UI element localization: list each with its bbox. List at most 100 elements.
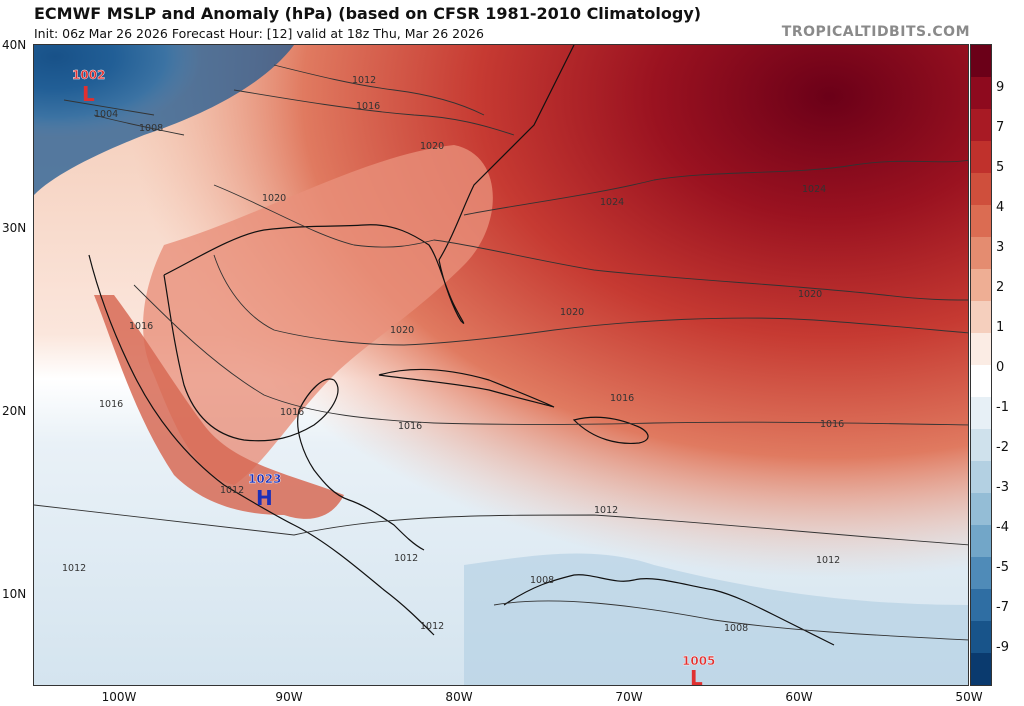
colorbar-label: -7 [996, 600, 1009, 615]
lon-label-50w: 50W [955, 690, 983, 704]
cuba-coastline [378, 368, 555, 408]
isobar-1020-gulf [213, 254, 968, 346]
isobar-label: 1012 [62, 563, 86, 574]
isobar-label: 1020 [420, 141, 444, 152]
colorbar-swatch [971, 461, 991, 494]
colorbar-swatches [971, 45, 991, 686]
colorbar-label: -4 [996, 520, 1009, 535]
colorbar-swatch [971, 589, 991, 622]
colorbar-swatch [971, 365, 991, 398]
isobar-label: 1012 [594, 505, 618, 516]
map-subtitle: Init: 06z Mar 26 2026 Forecast Hour: [12… [34, 26, 484, 41]
isobar-1024 [463, 159, 968, 216]
colorbar-label: -3 [996, 480, 1009, 495]
colorbar-swatch [971, 45, 991, 78]
isobar-label: 1008 [139, 123, 163, 134]
colorbar-label: -5 [996, 560, 1009, 575]
colorbar-label: -2 [996, 440, 1009, 455]
isobar-label: 1024 [802, 184, 826, 195]
isobar-label: 1020 [390, 325, 414, 336]
colorbar-label: 7 [996, 120, 1005, 135]
credit-watermark: TROPICALTIDBITS.COM [781, 24, 970, 40]
isobar-label: 1008 [530, 575, 554, 586]
isobar-1004 [63, 99, 155, 116]
colorbar-swatch [971, 525, 991, 558]
isobar-label: 1012 [394, 553, 418, 564]
colorbar-swatch [971, 557, 991, 590]
colorbar-swatch [971, 429, 991, 462]
colorbar-swatch [971, 653, 991, 686]
colorbar-swatch [971, 269, 991, 302]
colorbar-label: -9 [996, 640, 1009, 655]
high-pressure-center[interactable]: 1023 H [248, 472, 282, 510]
low-pressure-letter: L [690, 666, 703, 686]
isobar-label: 1016 [356, 101, 380, 112]
map-canvas: 1004 1008 1012 1016 1020 1020 1024 1024 … [34, 45, 968, 686]
isobar-label: 1016 [280, 407, 304, 418]
colorbar-label: 3 [996, 240, 1005, 255]
colorbar-label: 0 [996, 360, 1005, 375]
isobar-1012-north [273, 64, 485, 116]
colorbar-swatch [971, 493, 991, 526]
us-gulf-coastline [163, 45, 575, 324]
low-pressure-value: 1005 [682, 654, 715, 668]
isobar-label: 1016 [820, 419, 844, 430]
isobar-1016-north [233, 89, 515, 136]
lon-label-70w: 70W [615, 690, 643, 704]
colorbar-swatch [971, 237, 991, 270]
lat-label-10n: 10N [2, 587, 27, 601]
pacific-coastline [88, 254, 435, 636]
lat-label-20n: 20N [2, 404, 27, 418]
low-pressure-value: 1002 [72, 68, 105, 82]
isobar-label: 1012 [816, 555, 840, 566]
south-america-coastline [503, 574, 835, 646]
isobar-label: 1020 [798, 289, 822, 300]
low-pressure-center-south[interactable]: 1005 L [682, 654, 716, 686]
isobar-label: 1016 [99, 399, 123, 410]
isobar-label: 1024 [600, 197, 624, 208]
colorbar-label: 9 [996, 80, 1005, 95]
isobar-label: 1016 [610, 393, 634, 404]
colorbar-swatch [971, 333, 991, 366]
colorbar-swatch [971, 205, 991, 238]
colorbar-label: 4 [996, 200, 1005, 215]
isobar-label: 1016 [398, 421, 422, 432]
anomaly-warm-mexico [94, 295, 344, 519]
isobar-1016 [133, 284, 968, 426]
lon-label-60w: 60W [785, 690, 813, 704]
colorbar-swatch [971, 301, 991, 334]
hispaniola-coastline [572, 416, 649, 444]
lat-label-40n: 40N [2, 38, 27, 52]
isobar-label: 1012 [420, 621, 444, 632]
low-pressure-letter: L [82, 82, 95, 106]
colorbar-swatch [971, 621, 991, 654]
isobar-label: 1020 [262, 193, 286, 204]
isobar-label: 1016 [129, 321, 153, 332]
low-pressure-center-north[interactable]: 1002 L [72, 68, 106, 106]
isobar-label: 1008 [724, 623, 748, 634]
lat-label-30n: 30N [2, 221, 27, 235]
colorbar-label: 2 [996, 280, 1005, 295]
colorbar-swatch [971, 109, 991, 142]
isobar-label: 1012 [352, 75, 376, 86]
isobar-label: 1020 [560, 307, 584, 318]
isobar-label: 1004 [94, 109, 118, 120]
colorbar-swatch [971, 77, 991, 110]
mexico-coastline [163, 274, 425, 551]
isobar-1012 [34, 504, 968, 546]
colorbar-swatch [971, 397, 991, 430]
lon-label-90w: 90W [275, 690, 303, 704]
colorbar [970, 44, 992, 686]
high-pressure-value: 1023 [248, 472, 281, 486]
colorbar-swatch [971, 141, 991, 174]
lon-label-100w: 100W [101, 690, 137, 704]
colorbar-label: 1 [996, 320, 1005, 335]
colorbar-swatch [971, 173, 991, 206]
colorbar-label: -1 [996, 400, 1009, 415]
isobar-1020-north [213, 184, 968, 301]
isobar-1008 [493, 600, 968, 641]
isobar-label: 1012 [220, 485, 244, 496]
map-panel[interactable]: 1004 1008 1012 1016 1020 1020 1024 1024 … [33, 44, 969, 686]
isobar-1008-north [93, 114, 185, 136]
lon-label-80w: 80W [445, 690, 473, 704]
